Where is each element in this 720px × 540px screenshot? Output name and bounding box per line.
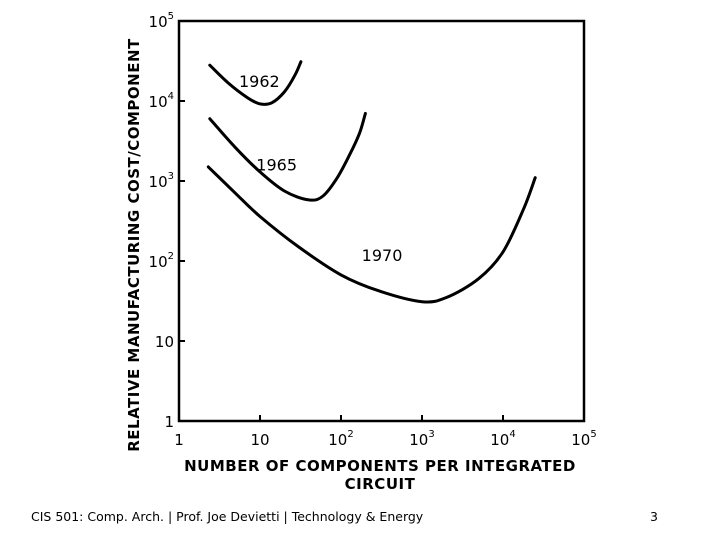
x-tick-label: 105: [571, 429, 596, 449]
x-tick-label: 1: [174, 431, 184, 449]
x-tick-label: 102: [328, 429, 353, 449]
series-label-1970: 1970: [362, 246, 403, 265]
x-axis-title-line-2: CIRCUIT: [345, 475, 416, 493]
footer-text: CIS 501: Comp. Arch. | Prof. Joe Deviett…: [31, 509, 424, 524]
series-label-1962: 1962: [239, 72, 280, 91]
series-label-1965: 1965: [256, 156, 297, 175]
axis-ticks: 1 10 102 103 104 105 1 10 102 103 104 105: [149, 11, 597, 449]
y-tick-label: 102: [149, 251, 174, 271]
x-tick-label: 10: [250, 431, 269, 449]
y-tick-label: 1: [164, 413, 174, 431]
y-tick-label: 104: [149, 91, 174, 111]
plot-frame: [177, 19, 586, 423]
x-axis-title-line-1: NUMBER OF COMPONENTS PER INTEGRATED: [184, 457, 576, 475]
y-tick-label: 103: [149, 171, 174, 191]
series-curves: 1962 1965 1970: [206, 60, 537, 304]
series-line-1962: [208, 60, 303, 106]
y-tick-label: 105: [149, 11, 174, 31]
x-tick-label: 104: [490, 429, 515, 449]
y-axis-title: RELATIVE MANUFACTURING COST/COMPONENT: [125, 38, 143, 452]
series-line-1965: [208, 111, 367, 202]
y-tick-label: 10: [155, 333, 174, 351]
series-line-1970: [206, 165, 537, 304]
page-number: 3: [650, 509, 658, 524]
x-tick-label: 103: [409, 429, 434, 449]
